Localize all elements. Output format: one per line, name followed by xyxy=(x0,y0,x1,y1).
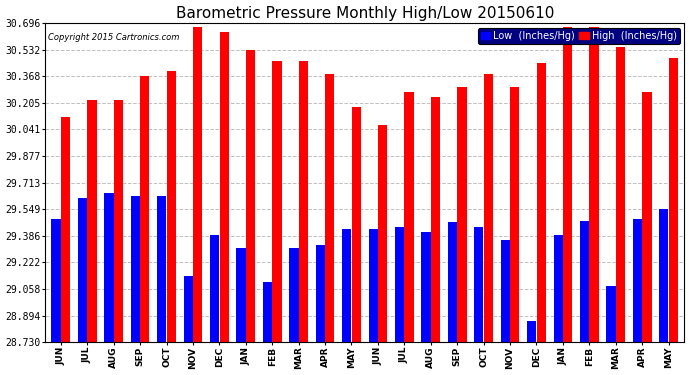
Bar xyxy=(510,87,520,342)
Bar xyxy=(553,235,563,342)
Bar xyxy=(448,222,457,342)
Bar xyxy=(484,74,493,342)
Bar xyxy=(61,117,70,342)
Bar xyxy=(474,227,484,342)
Bar xyxy=(210,235,219,342)
Bar xyxy=(157,196,166,342)
Bar xyxy=(607,285,615,342)
Bar xyxy=(342,229,351,342)
Text: Copyright 2015 Cartronics.com: Copyright 2015 Cartronics.com xyxy=(48,33,179,42)
Bar xyxy=(395,227,404,342)
Legend: Low  (Inches/Hg), High  (Inches/Hg): Low (Inches/Hg), High (Inches/Hg) xyxy=(478,28,680,44)
Bar xyxy=(246,50,255,342)
Bar xyxy=(167,71,176,342)
Bar xyxy=(563,27,572,342)
Bar xyxy=(352,107,361,342)
Bar xyxy=(237,248,246,342)
Bar xyxy=(140,76,150,342)
Bar xyxy=(104,193,114,342)
Bar xyxy=(537,63,546,342)
Bar xyxy=(378,125,387,342)
Bar xyxy=(527,321,536,342)
Bar xyxy=(114,100,123,342)
Bar xyxy=(422,232,431,342)
Bar xyxy=(325,74,335,342)
Bar xyxy=(368,229,378,342)
Bar xyxy=(642,92,651,342)
Bar xyxy=(299,62,308,342)
Bar xyxy=(457,87,466,342)
Bar xyxy=(130,196,140,342)
Bar xyxy=(633,219,642,342)
Bar xyxy=(263,282,272,342)
Bar xyxy=(501,240,510,342)
Bar xyxy=(316,245,325,342)
Bar xyxy=(184,276,193,342)
Bar xyxy=(404,92,414,342)
Bar xyxy=(589,27,599,342)
Bar xyxy=(193,27,202,342)
Title: Barometric Pressure Monthly High/Low 20150610: Barometric Pressure Monthly High/Low 201… xyxy=(175,6,554,21)
Bar xyxy=(289,248,299,342)
Bar xyxy=(580,220,589,342)
Bar xyxy=(78,198,87,342)
Bar xyxy=(669,58,678,342)
Bar xyxy=(273,62,282,342)
Bar xyxy=(616,47,625,342)
Bar xyxy=(659,209,669,342)
Bar xyxy=(52,219,61,342)
Bar xyxy=(88,100,97,342)
Bar xyxy=(219,32,229,342)
Bar xyxy=(431,97,440,342)
